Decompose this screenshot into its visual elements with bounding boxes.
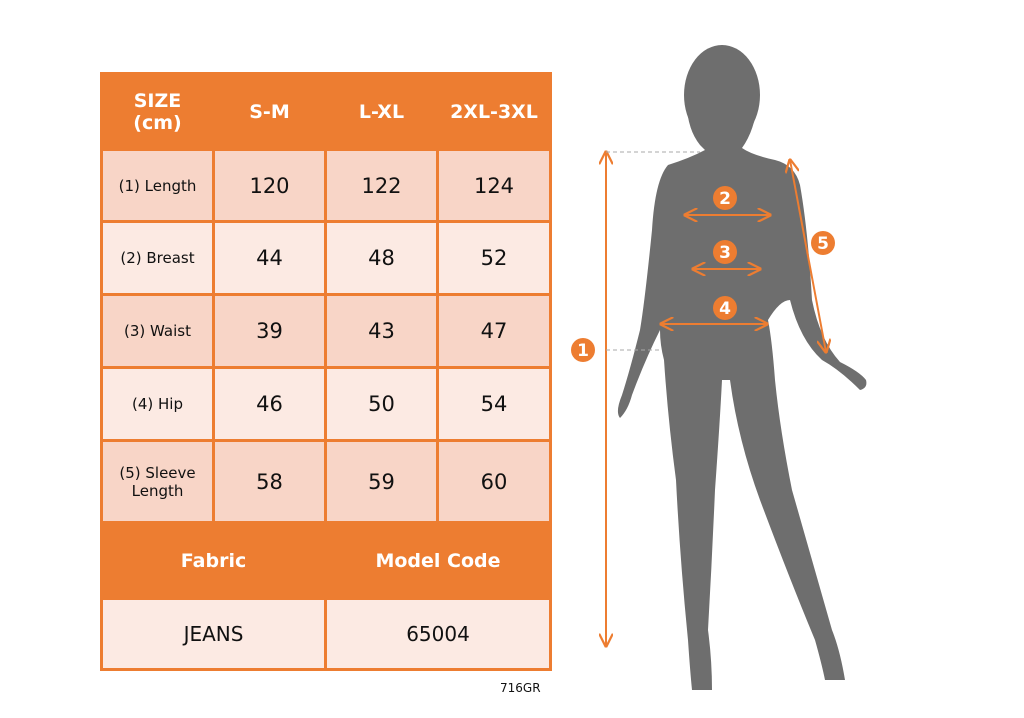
cell-value: 44 [212,220,327,296]
cell-value: 39 [212,293,327,369]
row-label: (1) Length [100,148,215,223]
marker-2: 2 [719,189,731,209]
marker-5: 5 [817,234,829,254]
size-col-header: L-XL [324,72,439,151]
fabric-header: Fabric [100,521,327,600]
fabric-value-row: JEANS 65004 [100,597,552,671]
row-label: (5) Sleeve Length [100,439,215,524]
row-label-line2: Length [131,481,184,500]
model-code-value: 65004 [324,597,552,671]
table-row: (3) Waist 39 43 47 [100,293,552,369]
cell-value: 47 [436,293,552,369]
cell-value: 60 [436,439,552,524]
cell-value: 48 [324,220,439,296]
marker-3: 3 [719,243,731,263]
cell-value: 122 [324,148,439,223]
cell-value: 46 [212,366,327,442]
size-col-header: S-M [212,72,327,151]
measurement-lines [606,152,826,646]
female-silhouette [617,45,867,690]
cell-value: 124 [436,148,552,223]
sleeve-arrow [790,160,826,352]
size-table: SIZE (cm) S-M L-XL 2XL-3XL (1) Length 120… [100,72,552,671]
table-row: (5) Sleeve Length 58 59 60 [100,439,552,524]
fabric-value: JEANS [100,597,327,671]
size-header: SIZE (cm) [100,72,215,151]
table-row: (4) Hip 46 50 54 [100,366,552,442]
cell-value: 50 [324,366,439,442]
fabric-header-row: Fabric Model Code [100,521,552,600]
cell-value: 52 [436,220,552,296]
cell-value: 43 [324,293,439,369]
size-col-header: 2XL-3XL [436,72,552,151]
size-header-line2: (cm) [133,111,182,134]
marker-1: 1 [577,341,589,361]
row-label-line1: (5) Sleeve [119,463,196,482]
cell-value: 58 [212,439,327,524]
cell-value: 59 [324,439,439,524]
row-label: (3) Waist [100,293,215,369]
cell-value: 120 [212,148,327,223]
marker-4: 4 [719,299,731,319]
header-row: SIZE (cm) S-M L-XL 2XL-3XL [100,72,552,151]
table-row: (1) Length 120 122 124 [100,148,552,223]
size-header-line1: SIZE [133,89,182,112]
product-code: 716GR [500,681,541,695]
row-label: (4) Hip [100,366,215,442]
table-row: (2) Breast 44 48 52 [100,220,552,296]
cell-value: 54 [436,366,552,442]
model-code-header: Model Code [324,521,552,600]
measurement-markers: 1 2 3 4 5 [571,186,835,362]
row-label: (2) Breast [100,220,215,296]
